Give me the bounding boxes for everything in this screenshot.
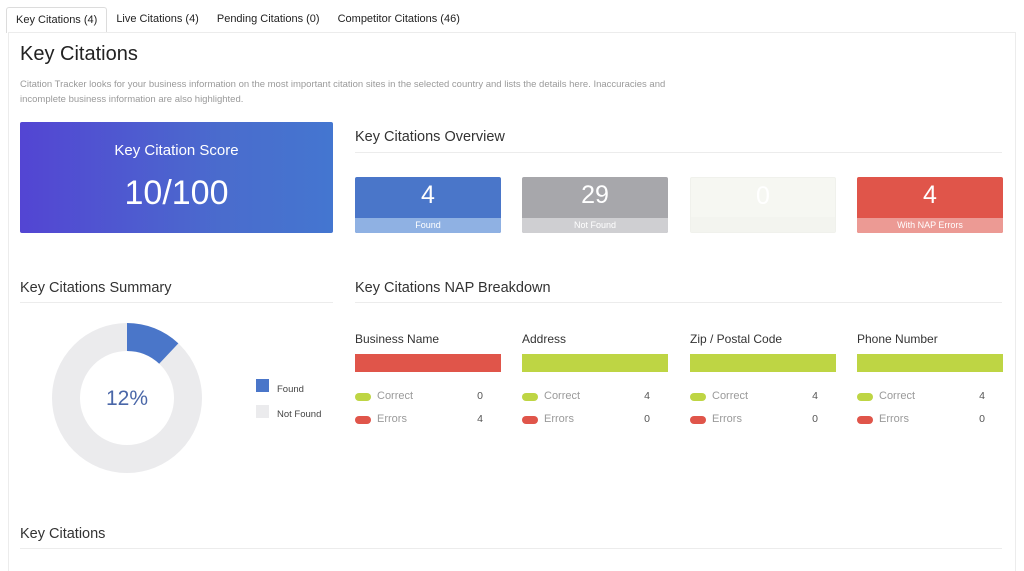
stat-value: 0 (756, 182, 770, 210)
nap-divider (355, 302, 1002, 303)
nap-correct-label: Correct (879, 390, 916, 402)
stat-value: 29 (581, 181, 609, 209)
page-title: Key Citations (20, 43, 138, 65)
nap-correct-pill (355, 393, 371, 401)
nap-errors-pill (690, 416, 706, 424)
nap-errors-row: Errors 0 (690, 413, 818, 427)
nap-errors-pill (355, 416, 371, 424)
stat-label: Not Found (522, 218, 668, 233)
nap-correct-pill (522, 393, 538, 401)
overview-title: Key Citations Overview (355, 129, 505, 145)
nap-correct-row: Correct 4 (857, 390, 985, 404)
score-value: 10/100 (124, 174, 229, 212)
nap-errors-count: 4 (477, 413, 483, 425)
legend-not-found-label: Not Found (277, 409, 322, 420)
stat-faded[interactable]: 0 (690, 177, 836, 233)
stat-value: 4 (923, 181, 937, 209)
nap-errors-pill (522, 416, 538, 424)
nap-correct-pill (857, 393, 873, 401)
nap-errors-label: Errors (879, 413, 909, 425)
tab-pending-citations[interactable]: Pending Citations (0) (216, 13, 320, 25)
nap-errors-count: 0 (812, 413, 818, 425)
stat-label: Found (355, 218, 501, 233)
stat-value: 4 (421, 181, 435, 209)
summary-donut-chart: 12% (52, 323, 202, 473)
nap-errors-row: Errors 4 (355, 413, 483, 427)
nap-errors-pill (857, 416, 873, 424)
nap-correct-row: Correct 4 (690, 390, 818, 404)
nap-column-label: Phone Number (857, 332, 938, 346)
nap-column-label: Business Name (355, 332, 440, 346)
legend-found-swatch (256, 379, 269, 392)
stat-found[interactable]: 4 Found (355, 177, 501, 233)
nap-correct-count: 0 (477, 390, 483, 402)
key-citations-list-divider (20, 548, 1002, 549)
stat-label: With NAP Errors (857, 218, 1003, 233)
nap-correct-count: 4 (979, 390, 985, 402)
key-citations-list-title: Key Citations (20, 526, 106, 542)
page-description: Citation Tracker looks for your business… (20, 79, 666, 105)
tab-competitor-citations[interactable]: Competitor Citations (46) (337, 13, 460, 25)
nap-errors-count: 0 (644, 413, 650, 425)
nap-correct-label: Correct (544, 390, 581, 402)
tab-bar: Key Citations (4) Live Citations (4) Pen… (6, 7, 469, 33)
nap-status-bar (522, 354, 668, 372)
stat-nap-errors[interactable]: 4 With NAP Errors (857, 177, 1003, 233)
nap-correct-pill (690, 393, 706, 401)
nap-errors-row: Errors 0 (522, 413, 650, 427)
nap-status-bar (690, 354, 836, 372)
stat-not-found[interactable]: 29 Not Found (522, 177, 668, 233)
nap-errors-label: Errors (544, 413, 574, 425)
score-label: Key Citation Score (114, 142, 239, 159)
key-citation-score-card: Key Citation Score 10/100 (20, 122, 333, 233)
tab-key-citations[interactable]: Key Citations (4) (6, 7, 108, 33)
nap-correct-row: Correct 4 (522, 390, 650, 404)
content-panel (8, 32, 1016, 571)
stat-label (691, 217, 835, 232)
overview-divider (355, 152, 1002, 153)
nap-status-bar (857, 354, 1003, 372)
nap-correct-count: 4 (812, 390, 818, 402)
nap-column-label: Zip / Postal Code (690, 332, 783, 346)
donut-percent-label: 12% (106, 387, 148, 410)
summary-divider (20, 302, 333, 303)
legend-not-found-swatch (256, 405, 269, 418)
donut-found-segment (52, 323, 202, 473)
legend-found-label: Found (277, 384, 304, 395)
nap-title: Key Citations NAP Breakdown (355, 280, 551, 296)
nap-correct-label: Correct (377, 390, 414, 402)
nap-column-label: Address (522, 332, 567, 346)
nap-correct-label: Correct (712, 390, 749, 402)
nap-errors-label: Errors (377, 413, 407, 425)
nap-errors-label: Errors (712, 413, 742, 425)
nap-correct-count: 4 (644, 390, 650, 402)
nap-status-bar (355, 354, 501, 372)
nap-errors-count: 0 (979, 413, 985, 425)
tab-live-citations[interactable]: Live Citations (4) (116, 13, 199, 25)
summary-title: Key Citations Summary (20, 280, 172, 296)
nap-correct-row: Correct 0 (355, 390, 483, 404)
nap-errors-row: Errors 0 (857, 413, 985, 427)
